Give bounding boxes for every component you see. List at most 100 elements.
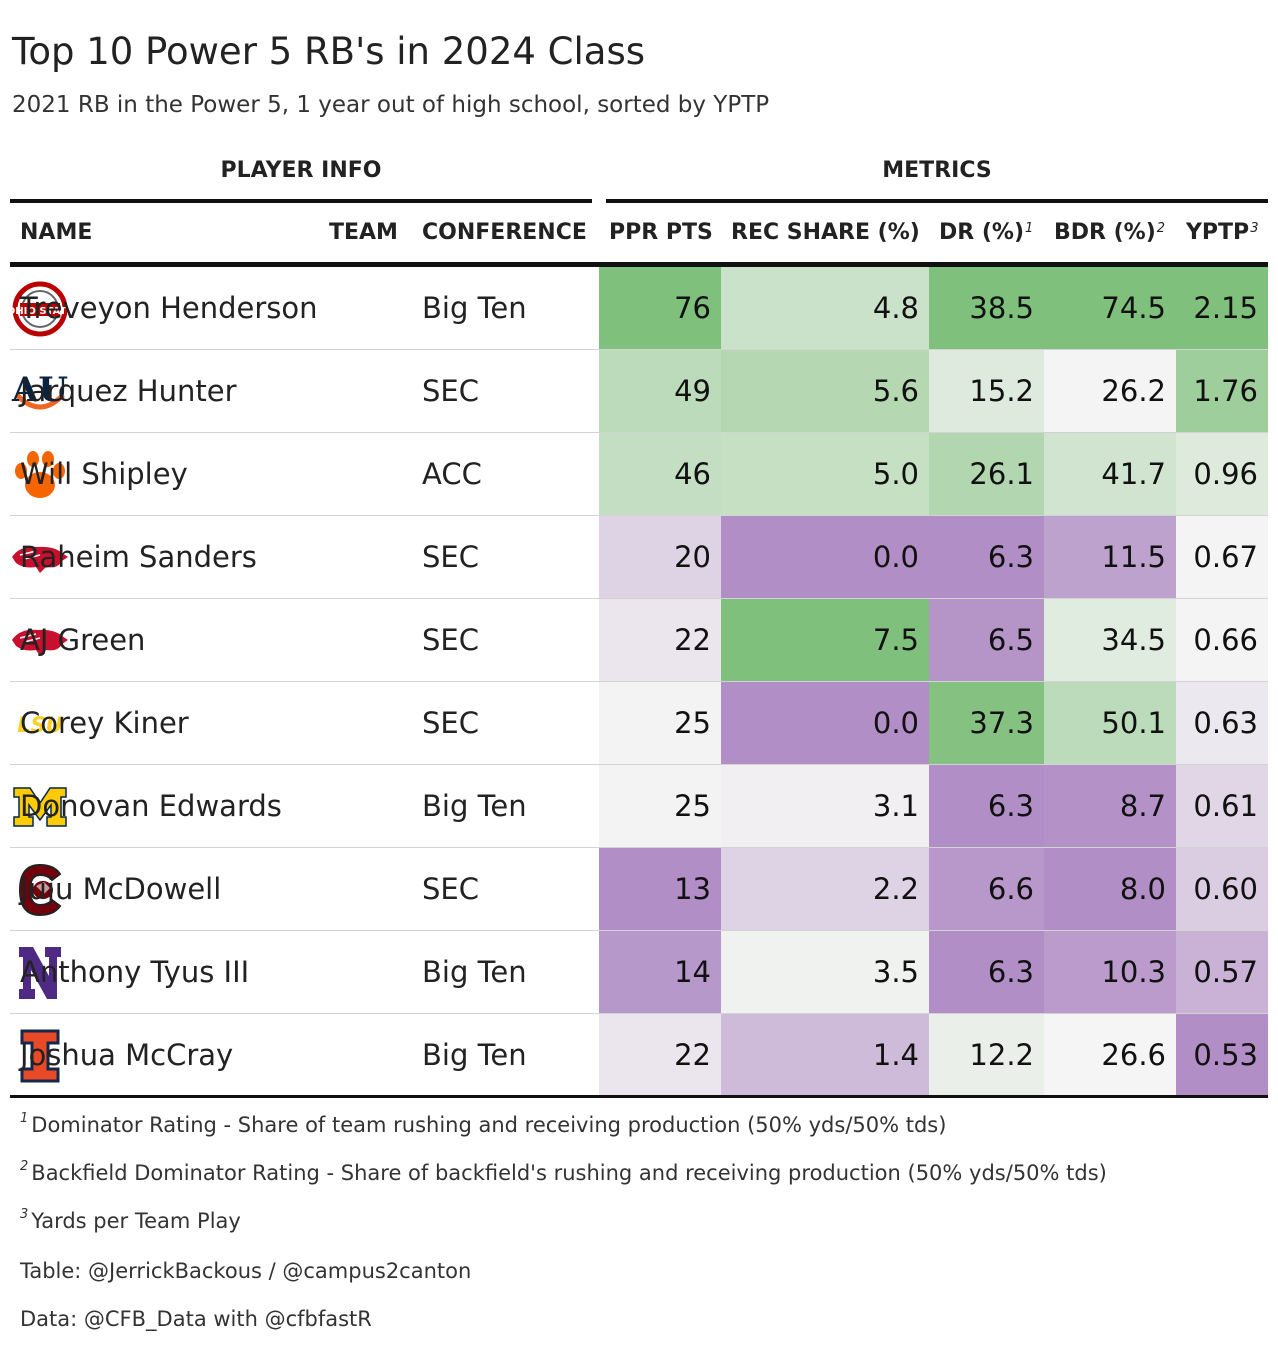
table-body: Treveyon HendersonOHIO STATE Big Ten 764.8… [10, 267, 1268, 1097]
yptp-cell: 0.60 [1176, 848, 1268, 930]
rec-cell: 3.5 [721, 931, 929, 1013]
footnote-3-text: Yards per Team Play [31, 1209, 241, 1233]
conference-cell: SEC [422, 872, 479, 906]
conference-cell: SEC [422, 623, 479, 657]
ppr-cell: 13 [599, 848, 721, 930]
auburn-logo: AU [10, 350, 70, 433]
rec-cell: 5.6 [721, 350, 929, 432]
player-name: Juju McDowell [20, 872, 222, 906]
player-name: Anthony Tyus III [20, 955, 250, 989]
arkansas-logo [10, 599, 70, 682]
col-header-bdr-mark: 2 [1156, 221, 1166, 236]
col-header-yptp-label: YPTP [1186, 220, 1250, 245]
dr-cell: 38.5 [929, 267, 1044, 349]
conference-cell: Big Ten [422, 955, 527, 989]
col-header-rec-share: REC SHARE (%) [731, 220, 920, 245]
conference-cell: SEC [422, 540, 479, 574]
dr-cell: 37.3 [929, 682, 1044, 764]
rec-cell: 7.5 [721, 599, 929, 681]
table-row: Jarquez Hunter AU SEC 49 5.6 15.2 26.2 1.76 [10, 350, 1268, 433]
clemson-logo [10, 433, 70, 516]
conference-cell: Big Ten [422, 1038, 527, 1072]
lsu-logo: LSU [10, 682, 70, 765]
rec-cell: 3.1 [721, 765, 929, 847]
footnote-3-mark: 3 [20, 1207, 29, 1222]
table-row: Corey Kiner LSU SEC 25 0.0 37.3 50.1 0.63 [10, 682, 1268, 765]
yptp-cell: 0.63 [1176, 682, 1268, 764]
yptp-cell: 0.66 [1176, 599, 1268, 681]
table-row: Will Shipley ACC 46 5.0 26.1 41.7 0.96 [10, 433, 1268, 516]
ppr-cell: 25 [599, 765, 721, 847]
rec-cell: 4.8 [721, 267, 929, 349]
dr-cell: 6.3 [929, 765, 1044, 847]
spanner-metrics-rule [606, 199, 1268, 203]
footnote-2: 2 Backfield Dominator Rating - Share of b… [20, 1159, 1107, 1185]
ohio-state-logo: OHIO STATE [10, 267, 70, 350]
footnote-2-text: Backfield Dominator Rating - Share of ba… [31, 1161, 1107, 1185]
header-rule [10, 262, 1268, 267]
col-header-yptp-mark: 3 [1250, 221, 1259, 236]
rec-cell: 0.0 [721, 516, 929, 598]
player-name: Donovan Edwards [20, 789, 282, 823]
col-header-name: NAME [20, 220, 93, 245]
player-name: Joshua McCray [20, 1038, 234, 1072]
dr-cell: 15.2 [929, 350, 1044, 432]
col-header-dr-label: DR (%) [939, 220, 1025, 245]
yptp-cell: 0.67 [1176, 516, 1268, 598]
dr-cell: 26.1 [929, 433, 1044, 515]
arkansas-logo [10, 516, 70, 599]
player-name: Will Shipley [20, 457, 188, 491]
dr-cell: 6.3 [929, 516, 1044, 598]
northwestern-logo [10, 931, 70, 1014]
table-bottom-rule [10, 1095, 1268, 1098]
bdr-cell: 41.7 [1044, 433, 1176, 515]
ppr-cell: 76 [599, 267, 721, 349]
spanner-player-info: PLAYER INFO [10, 155, 592, 203]
south-carolina-logo [10, 848, 70, 931]
conference-cell: SEC [422, 706, 479, 740]
footnote-1-text: Dominator Rating - Share of team rushing… [31, 1113, 947, 1137]
col-header-yptp: YPTP3 [1186, 210, 1258, 262]
spanner-player-info-label: PLAYER INFO [220, 158, 382, 183]
player-name: Raheim Sanders [20, 540, 257, 574]
table-row: Joshua McCray Big Ten 22 1.4 12.2 26.6 0.53 [10, 1014, 1268, 1097]
illinois-logo [10, 1014, 70, 1097]
source-table-credit: Table: @JerrickBackous / @campus2canton [20, 1259, 472, 1283]
bdr-cell: 8.0 [1044, 848, 1176, 930]
rec-cell: 5.0 [721, 433, 929, 515]
rec-cell: 0.0 [721, 682, 929, 764]
table-row: Treveyon HendersonOHIO STATE Big Ten 764.8… [10, 267, 1268, 350]
chart-title: Top 10 Power 5 RB's in 2024 Class [12, 30, 646, 73]
michigan-logo [10, 765, 70, 848]
yptp-cell: 1.76 [1176, 350, 1268, 432]
table-row: Juju McDowell SEC 13 2.2 6.6 8.0 0.60 [10, 848, 1268, 931]
footnote-1: 1 Dominator Rating - Share of team rushin… [20, 1111, 947, 1137]
table-row: Donovan Edwards Big Ten 25 3.1 6.3 8.7 0.61 [10, 765, 1268, 848]
col-header-team: TEAM [329, 220, 398, 245]
yptp-cell: 0.96 [1176, 433, 1268, 515]
spanner-metrics-label: METRICS [882, 158, 992, 183]
yptp-cell: 0.57 [1176, 931, 1268, 1013]
col-header-dr-mark: 1 [1025, 221, 1034, 236]
dr-cell: 6.6 [929, 848, 1044, 930]
player-name: Treveyon Henderson [20, 291, 318, 325]
bdr-cell: 26.6 [1044, 1014, 1176, 1097]
bdr-cell: 50.1 [1044, 682, 1176, 764]
conference-cell: Big Ten [422, 291, 527, 325]
ppr-cell: 25 [599, 682, 721, 764]
ppr-cell: 46 [599, 433, 721, 515]
yptp-cell: 0.53 [1176, 1014, 1268, 1097]
ppr-cell: 14 [599, 931, 721, 1013]
col-header-dr: DR (%)1 [939, 210, 1033, 262]
table-row: AJ Green SEC 22 7.5 6.5 34.5 0.66 [10, 599, 1268, 682]
ppr-cell: 49 [599, 350, 721, 432]
dr-cell: 6.5 [929, 599, 1044, 681]
dr-cell: 6.3 [929, 931, 1044, 1013]
player-name: Jarquez Hunter [20, 374, 237, 408]
ppr-cell: 22 [599, 1014, 721, 1097]
table-row: Anthony Tyus III Big Ten 14 3.5 6.3 10.3 0.57 [10, 931, 1268, 1014]
spanner-player-info-rule [10, 199, 592, 203]
rec-cell: 1.4 [721, 1014, 929, 1097]
footnote-2-mark: 2 [20, 1159, 29, 1174]
col-header-ppr: PPR PTS [609, 220, 713, 245]
